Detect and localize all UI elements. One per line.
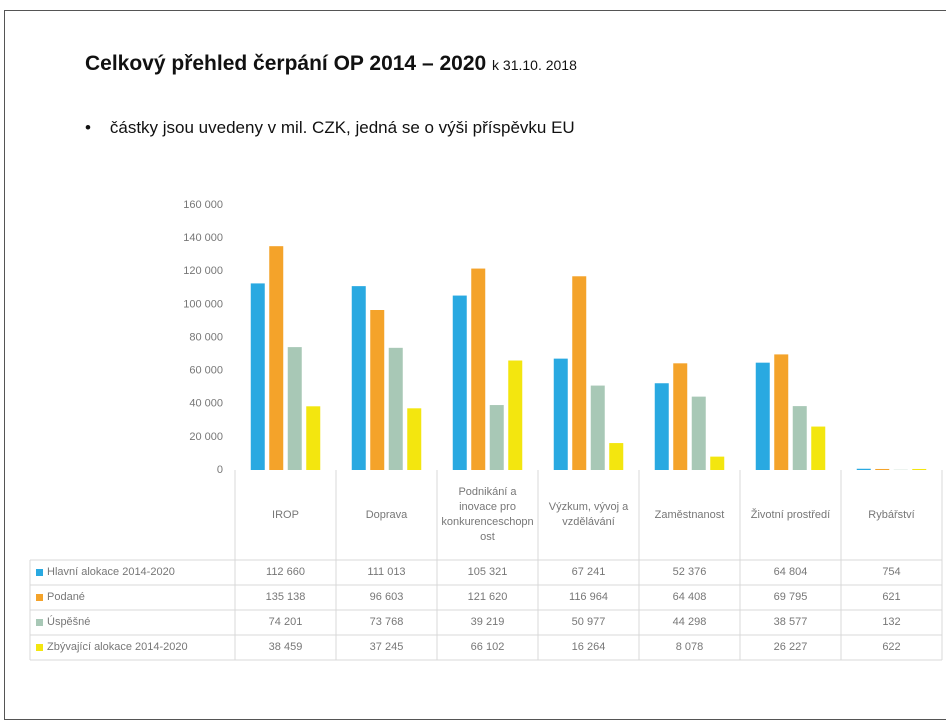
legend-label: Podané [47,591,85,603]
bar [875,468,890,470]
y-tick-label: 80 000 [189,331,223,343]
category-label: IROP [272,508,299,521]
bar [673,363,688,470]
bar [508,360,523,470]
y-tick-label: 160 000 [183,199,223,211]
table-value: 74 201 [268,616,303,628]
table-value: 111 013 [367,566,406,578]
table-value: 39 219 [470,616,505,628]
table-value: 121 620 [467,591,508,603]
bar [388,347,403,470]
category-label: Rybářství [868,508,915,521]
table-value: 105 321 [467,566,508,578]
bar [407,408,422,470]
bullet-text: částky jsou uvedeny v mil. CZK, jedná se… [109,118,575,137]
title-main: Celkový přehled čerpání OP 2014 – 2020 [85,52,487,75]
title: Celkový přehled čerpání OP 2014 – 2020 k… [85,52,577,76]
legend-entry: Zbývající alokace 2014-2020 [30,635,235,660]
table-value: 69 795 [773,591,808,603]
bar [250,283,265,470]
table-value: 66 102 [470,641,505,653]
y-tick-label: 20 000 [189,431,223,443]
bar [452,295,467,470]
legend-label: Zbývající alokace 2014-2020 [47,641,188,653]
table-value: 622 [882,641,901,653]
table-value: 38 459 [268,641,303,653]
bar [471,268,486,470]
legend-label: Úspěšné [47,616,91,628]
table-value: 38 577 [773,616,808,628]
table-value: 37 245 [369,641,404,653]
bar [912,468,927,470]
table-value: 116 964 [569,591,608,603]
table-value: 96 603 [369,591,404,603]
bullet: • částky jsou uvedeny v mil. CZK, jedná … [85,118,575,137]
bar [856,468,871,470]
table-value: 67 241 [571,566,606,578]
y-tick-label: 40 000 [189,398,223,410]
y-tick-label: 60 000 [189,365,223,377]
table-value: 50 977 [571,616,606,628]
category-label: Životní prostředí [750,508,831,521]
table-value: 44 298 [672,616,707,628]
bar [691,396,706,470]
legend-key [36,619,43,626]
legend-entry: Úspěšné [30,610,235,635]
table-value: 621 [882,591,901,603]
legend-label: Hlavní alokace 2014-2020 [47,566,175,578]
date: k 31.10. 2018 [492,57,577,73]
bar [774,354,789,470]
category-label: Doprava [365,508,408,521]
bar [370,310,385,470]
category-label: Výzkum, vývoj a vzdělávání [548,501,629,528]
table-value: 26 227 [773,641,808,653]
bar [351,286,366,470]
legend-key [36,569,43,576]
y-tick-label: 100 000 [183,298,223,310]
bar [654,383,669,470]
table-value: 135 138 [265,591,306,603]
table-value: 16 264 [571,641,606,653]
table-value: 112 660 [266,566,305,578]
legend-entry: Podané [30,585,235,610]
category-label: Podnikání a inovace pro konkurenceschopn… [441,486,534,543]
y-tick-label: 120 000 [183,265,223,277]
bar [710,456,725,470]
bar [755,362,770,470]
category-label: Zaměstnanost [654,508,725,521]
bar [287,347,302,470]
table-value: 64 408 [672,591,707,603]
table-value: 8 078 [675,641,704,653]
bar [269,246,284,470]
legend-key [36,644,43,651]
legend-key [36,594,43,601]
y-tick-label: 0 [217,464,223,476]
y-tick-label: 140 000 [183,232,223,244]
table-value: 132 [882,616,901,628]
table-value: 73 768 [369,616,404,628]
table-value: 64 804 [773,566,808,578]
bar [590,385,605,470]
bar [306,406,321,470]
table-value: 754 [882,566,901,578]
bar [609,443,624,470]
bar [792,406,807,470]
bar [553,358,568,470]
bar [572,276,587,470]
table-value: 52 376 [672,566,707,578]
bar [811,426,826,470]
bar [489,405,504,470]
legend-entry: Hlavní alokace 2014-2020 [30,560,235,585]
